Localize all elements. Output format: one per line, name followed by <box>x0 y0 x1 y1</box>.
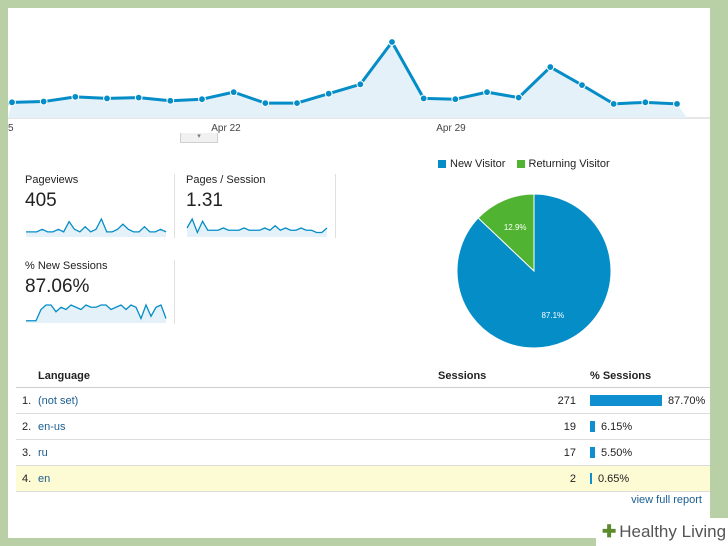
data-point[interactable] <box>578 81 586 89</box>
x-tick-label: Apr 29 <box>436 123 466 134</box>
data-point[interactable] <box>134 93 143 102</box>
language-table: Language Sessions % Sessions 1. (not set… <box>16 365 710 492</box>
language-link[interactable]: ru <box>38 446 48 459</box>
scorecard-label: Pageviews <box>25 174 79 186</box>
sparkline-line <box>26 303 167 322</box>
pct-value: 0.65% <box>598 472 630 485</box>
pct-bar <box>590 420 595 432</box>
data-point[interactable] <box>293 99 301 108</box>
sparkline-area <box>26 219 166 237</box>
sparkline <box>26 303 167 323</box>
pct-bar <box>590 472 592 484</box>
view-full-report-link[interactable]: view full report <box>631 494 702 506</box>
data-point[interactable] <box>198 95 206 104</box>
legend-item-returning-visitor[interactable]: Returning Visitor <box>516 158 610 170</box>
scorecard-new-sessions[interactable]: % New Sessions 87.06% <box>16 260 175 324</box>
sparkline-line <box>186 217 328 235</box>
header-index <box>16 365 38 388</box>
scorecard-label: Pages / Session <box>186 174 266 186</box>
sparkline-line <box>26 217 167 233</box>
healthy-living-watermark: ✚ Healthy Living <box>596 518 728 546</box>
data-point[interactable] <box>419 94 428 103</box>
data-point[interactable] <box>546 63 555 71</box>
legend-item-new-visitor[interactable]: New Visitor <box>438 158 505 170</box>
data-point[interactable] <box>356 80 365 89</box>
row-index: 1. <box>16 387 38 414</box>
table-row: 4. en 2 0.65% <box>16 465 710 492</box>
visitor-type-pie-chart: 87.1% 12.9% <box>456 193 612 349</box>
watermark-suffix: Living <box>681 522 727 541</box>
header-language[interactable]: Language <box>38 365 438 388</box>
sparkline-area <box>187 219 327 237</box>
pie-legend: New Visitor Returning Visitor <box>438 158 618 170</box>
scorecard-pageviews[interactable]: Pageviews 405 <box>16 174 175 238</box>
data-point[interactable] <box>388 38 396 46</box>
x-tick-label: Apr 22 <box>211 123 241 134</box>
pct-value: 87.70% <box>668 394 706 407</box>
scorecard-value: 1.31 <box>186 190 223 211</box>
data-point[interactable] <box>71 92 80 101</box>
legend-swatch <box>438 160 446 168</box>
language-link[interactable]: (not set) <box>38 394 79 407</box>
table-row: 1. (not set) 271 87.70% <box>16 387 710 414</box>
pct-value: 6.15% <box>601 420 633 433</box>
sparkline-area <box>26 305 166 323</box>
analytics-panel: 5 Apr 22 Apr 29 ▾ Pageviews 405 Pages / Se… <box>8 8 710 538</box>
table-row: 2. en-us 19 6.15% <box>16 413 710 440</box>
sessions-value: 17 <box>438 439 590 466</box>
sessions-value: 19 <box>438 413 590 440</box>
area-fill <box>8 42 687 118</box>
data-point[interactable] <box>166 96 175 105</box>
pie-slice-label: 12.9% <box>504 223 527 232</box>
scorecard-value: 405 <box>25 190 57 211</box>
sessions-value: 271 <box>438 387 590 414</box>
leaf-logo-icon: ✚ <box>602 522 617 541</box>
row-index: 4. <box>16 465 38 492</box>
sparkline <box>26 217 167 237</box>
data-point[interactable] <box>229 88 238 97</box>
language-link[interactable]: en-us <box>38 420 66 433</box>
legend-swatch <box>516 160 525 168</box>
sparkline <box>186 217 328 237</box>
data-point[interactable] <box>261 99 270 108</box>
pie-slice-label: 87.1% <box>541 311 564 320</box>
legend-label: New Visitor <box>450 158 506 170</box>
chart-collapse-handle[interactable]: ▾ <box>180 133 218 143</box>
sessions-value: 2 <box>438 465 590 492</box>
header-pct-sessions[interactable]: % Sessions <box>590 365 710 388</box>
data-point[interactable] <box>451 95 460 104</box>
row-index: 3. <box>16 439 38 466</box>
language-link[interactable]: en <box>38 472 51 485</box>
pct-value: 5.50% <box>601 446 633 459</box>
pct-bar <box>590 446 595 458</box>
table-header-row: Language Sessions % Sessions <box>16 365 710 388</box>
data-point[interactable] <box>609 99 618 108</box>
scorecard-value: 87.06% <box>25 276 90 297</box>
data-point[interactable] <box>39 97 48 106</box>
scorecard-pages-per-session[interactable]: Pages / Session 1.31 <box>177 174 336 238</box>
header-sessions[interactable]: Sessions <box>438 365 590 388</box>
pct-bar <box>590 394 662 406</box>
pie-slice[interactable] <box>477 193 535 273</box>
data-point[interactable] <box>324 89 333 98</box>
x-tick-label: 5 <box>8 123 14 134</box>
sessions-line-chart: 5 Apr 22 Apr 29 <box>8 38 710 134</box>
data-point[interactable] <box>514 93 523 102</box>
data-point[interactable] <box>483 88 491 97</box>
row-index: 2. <box>16 413 38 440</box>
data-point[interactable] <box>103 94 111 103</box>
table-row: 3. ru 17 5.50% <box>16 439 710 466</box>
data-point[interactable] <box>673 99 681 108</box>
data-point[interactable] <box>8 98 16 107</box>
data-point[interactable] <box>641 98 650 107</box>
legend-label: Returning Visitor <box>528 158 610 170</box>
watermark-prefix: Healthy <box>619 522 677 541</box>
scorecard-label: % New Sessions <box>25 260 108 272</box>
chevron-down-icon: ▾ <box>197 133 201 140</box>
